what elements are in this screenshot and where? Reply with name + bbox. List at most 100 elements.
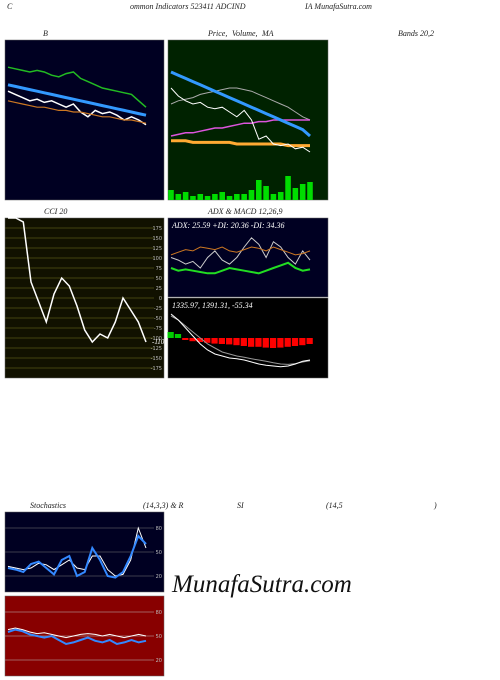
histogram-bar	[196, 338, 204, 342]
line	[170, 315, 311, 365]
volume-bar	[241, 194, 247, 200]
volume-bar	[263, 186, 269, 200]
y-tick-label: 100	[152, 256, 162, 262]
line	[170, 87, 311, 153]
y-tick-label: 75	[156, 266, 162, 272]
line	[7, 66, 147, 108]
line	[7, 100, 147, 124]
volume-bar	[307, 182, 313, 200]
volume-bar	[270, 194, 277, 200]
panel-title: B	[43, 29, 48, 38]
volume-bar	[234, 194, 240, 200]
y-tick-label: 50	[156, 276, 162, 282]
line	[170, 119, 310, 137]
line	[7, 628, 147, 646]
histogram-bar	[226, 338, 233, 345]
volume-bar	[175, 194, 182, 200]
panel-title: Bands 20,2	[398, 29, 434, 38]
histogram-bar	[269, 338, 277, 348]
volume-bar	[212, 194, 218, 200]
panel-title: MA	[261, 29, 274, 38]
y-tick-label: -175	[151, 366, 162, 372]
y-tick-label: -75	[154, 326, 162, 332]
volume-bar	[190, 196, 196, 200]
watermark: MunafaSutra.com	[171, 571, 352, 598]
panel-title: CCI 20	[44, 207, 67, 216]
y-tick-label: -50	[154, 316, 162, 322]
panel-title: (14,3,3) & R	[143, 501, 184, 510]
histogram-bar	[247, 338, 255, 347]
volume-bar	[219, 192, 225, 200]
y-tick-label: 125	[152, 246, 162, 252]
header: ommon Indicators 523411 ADCIND	[130, 2, 246, 11]
line	[7, 526, 147, 577]
y-tick-label: 175	[152, 226, 162, 232]
volume-bar	[204, 196, 211, 200]
histogram-bar	[262, 338, 269, 348]
volume-bar	[299, 184, 306, 200]
volume-bar	[277, 192, 284, 200]
histogram-bar	[182, 338, 189, 340]
y-tick-label: -125	[151, 346, 162, 352]
y-tick-label: 50	[156, 550, 162, 556]
histogram-bar	[218, 338, 225, 344]
line	[170, 70, 311, 138]
histogram-bar	[284, 338, 291, 347]
panel-title: Stochastics	[30, 501, 66, 510]
line	[170, 87, 311, 121]
histogram-bar	[277, 338, 284, 348]
line	[170, 237, 311, 269]
histogram-bar	[211, 338, 218, 344]
histogram-bar	[174, 334, 182, 338]
header: C	[7, 2, 13, 11]
volume-bar	[285, 176, 291, 200]
line	[7, 627, 147, 639]
line	[7, 83, 147, 117]
histogram-bar	[255, 338, 262, 347]
histogram-bar	[291, 338, 299, 346]
line	[7, 534, 147, 579]
line	[170, 313, 311, 368]
volume-bar	[226, 196, 233, 200]
histogram-bar	[233, 338, 240, 346]
line	[171, 139, 310, 148]
panel-title: Volume,	[232, 29, 258, 38]
value-label: -110	[152, 338, 165, 346]
histogram-bar	[240, 338, 247, 346]
panel	[167, 217, 329, 298]
y-tick-label: -100	[151, 336, 162, 342]
y-tick-label: -25	[154, 306, 162, 312]
histogram-bar	[299, 338, 306, 346]
histogram-bar	[167, 332, 174, 338]
volume-bar	[168, 190, 174, 200]
volume-bar	[292, 188, 299, 200]
annotation: ADX: 25.59 +DI: 20.36 -DI: 34.36	[171, 221, 285, 230]
histogram-bar	[204, 338, 211, 343]
annotation: 1335.97, 1391.31, -55.34	[172, 301, 253, 310]
panel-title: ADX & MACD 12,26,9	[207, 207, 282, 216]
y-tick-label: 20	[156, 574, 162, 580]
volume-bar	[248, 190, 255, 200]
panel-title: (14,5	[326, 501, 343, 510]
y-tick-label: 80	[156, 610, 162, 616]
volume-bar	[182, 192, 189, 200]
line	[170, 246, 311, 256]
y-tick-label: 25	[156, 286, 162, 292]
line	[8, 217, 147, 344]
panel-title: )	[433, 501, 437, 510]
histogram-bar	[189, 338, 196, 342]
volume-bar	[256, 180, 262, 200]
histogram-bar	[306, 338, 313, 344]
y-tick-label: 0	[159, 296, 162, 302]
y-tick-label: 50	[156, 634, 162, 640]
panel	[4, 39, 165, 201]
line	[170, 261, 311, 275]
y-tick-label: 150	[152, 236, 162, 242]
panel-title: Price,	[207, 29, 227, 38]
volume-bar	[197, 194, 204, 200]
panel-title: SI	[237, 501, 244, 510]
y-tick-label: -150	[151, 356, 162, 362]
header: IA MunafaSutra.com	[304, 2, 372, 11]
y-tick-label: 20	[156, 658, 162, 664]
